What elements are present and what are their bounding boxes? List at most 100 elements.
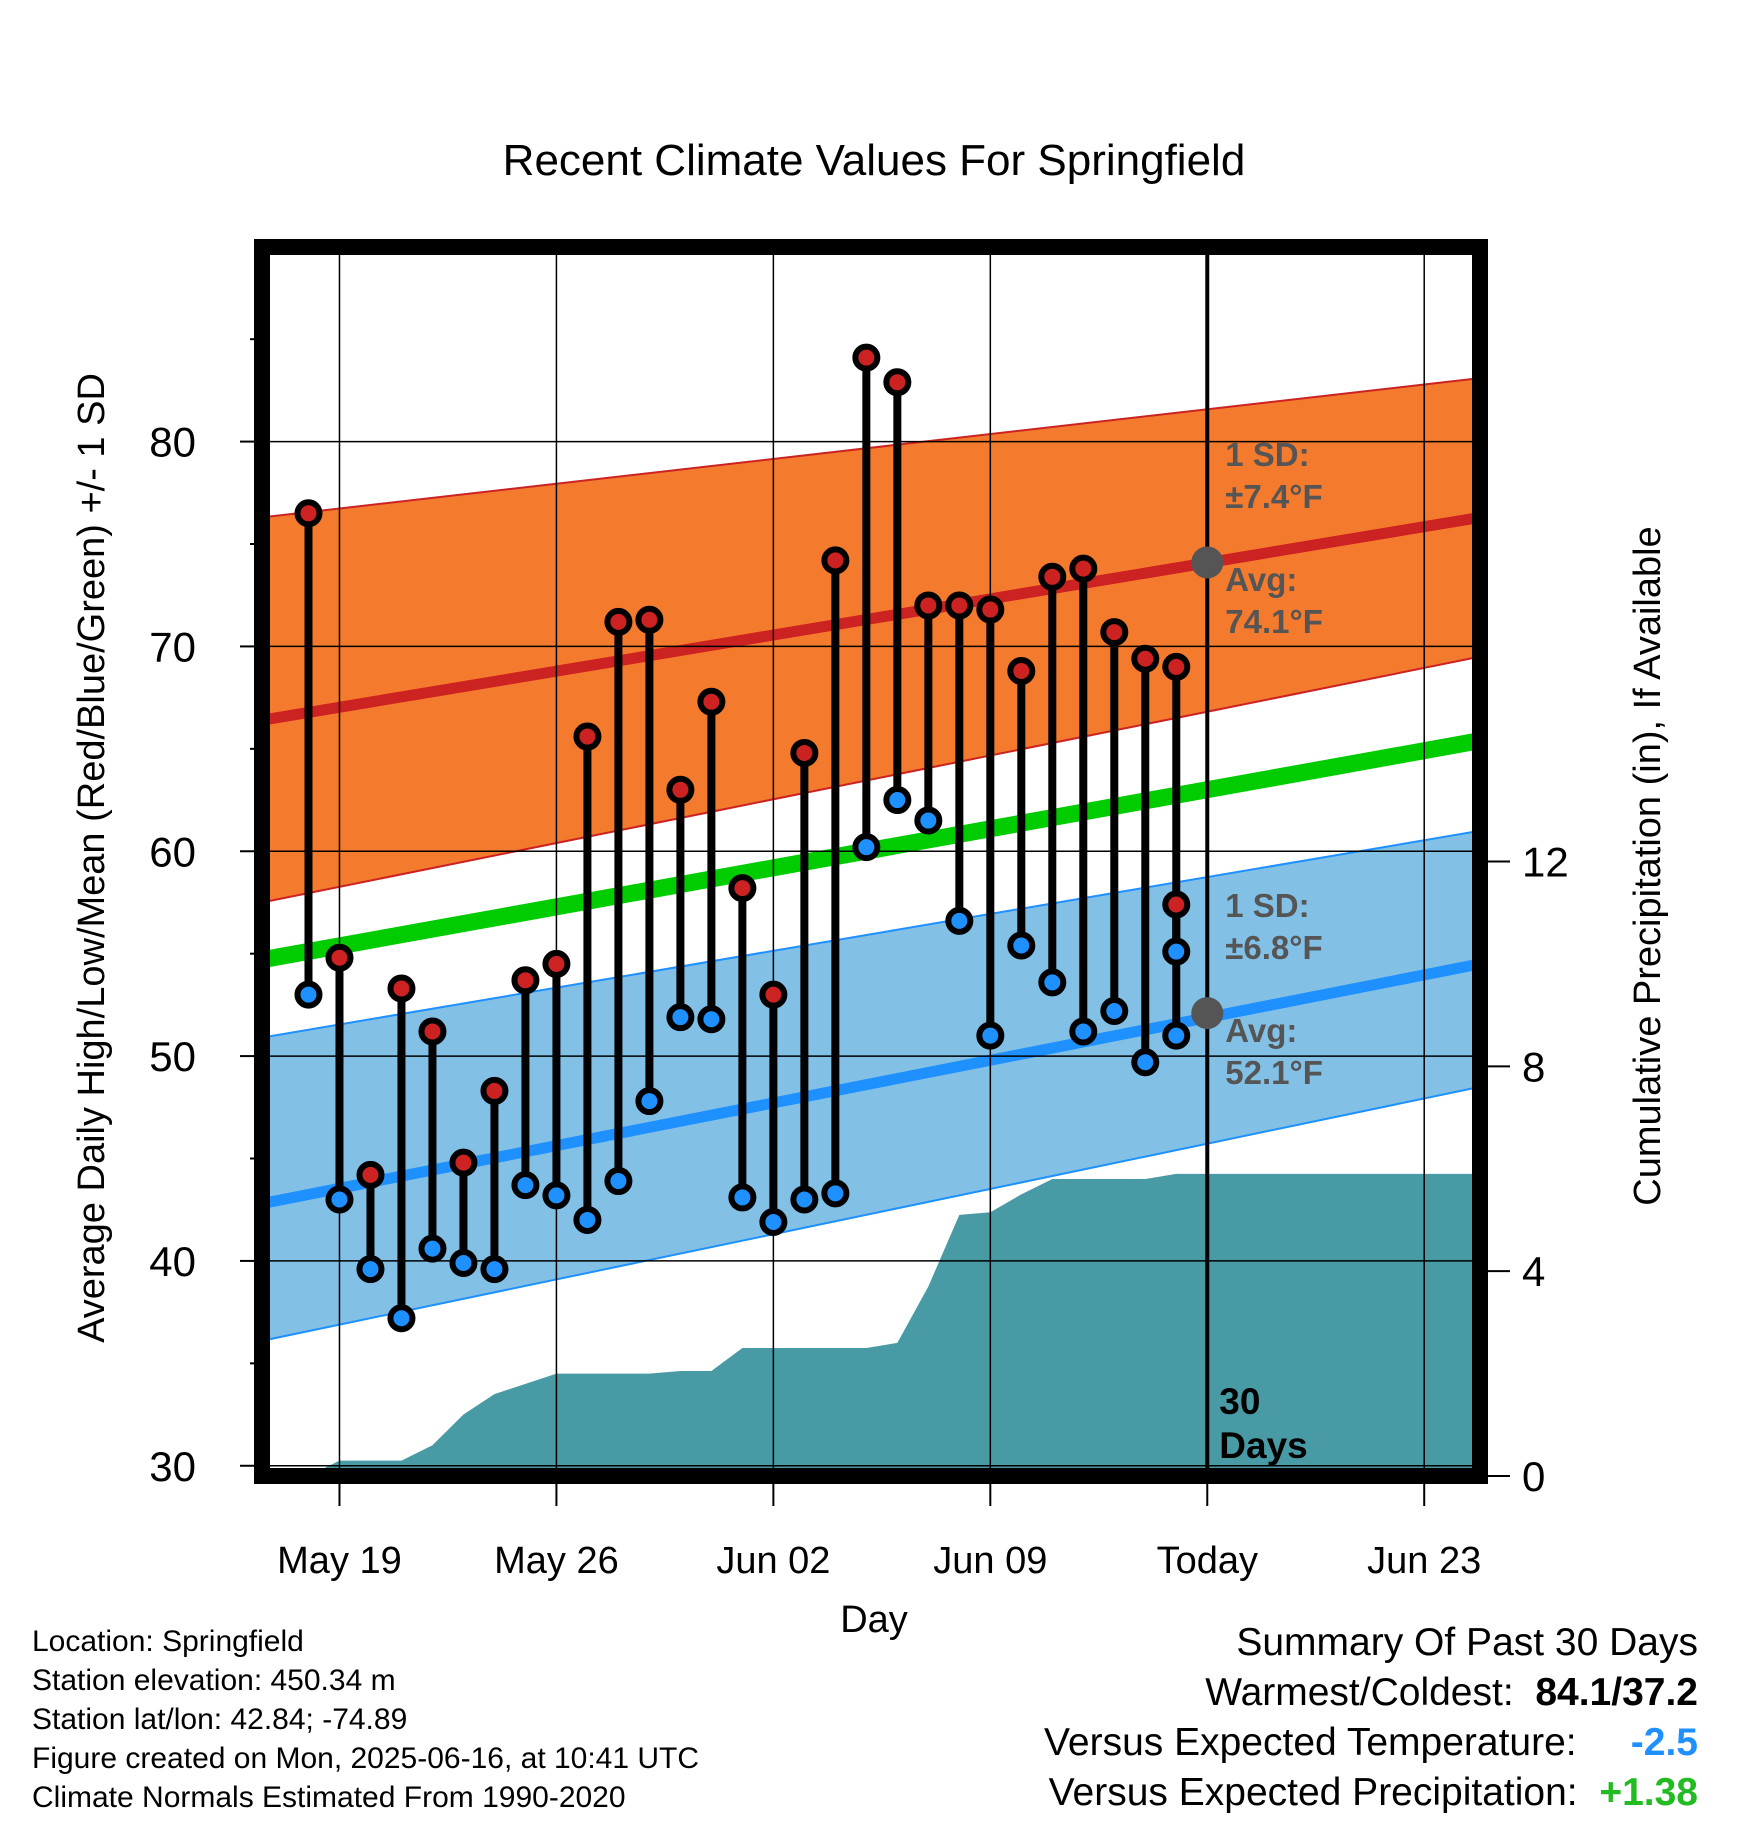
low-point bbox=[759, 1208, 788, 1237]
created-text: Figure created on Mon, 2025-06-16, at 10… bbox=[32, 1742, 700, 1775]
high-point bbox=[511, 966, 540, 995]
high-avg-label: Avg: bbox=[1225, 561, 1297, 598]
y-tick-label: 80 bbox=[149, 419, 196, 466]
low-point bbox=[418, 1234, 447, 1263]
precip-value: +1.38 bbox=[1599, 1771, 1698, 1814]
low-point bbox=[294, 980, 323, 1009]
elevation-text: Station elevation: 450.34 m bbox=[32, 1664, 396, 1697]
today-high-avg-marker bbox=[1191, 546, 1224, 579]
low-point bbox=[573, 1205, 602, 1234]
low-point bbox=[480, 1255, 509, 1284]
high-sd-value: ±7.4°F bbox=[1225, 478, 1322, 515]
high-point bbox=[1038, 562, 1067, 591]
high-point bbox=[1069, 554, 1098, 583]
y2-tick-label: 8 bbox=[1522, 1043, 1545, 1090]
high-point bbox=[790, 738, 819, 767]
location-text: Location: Springfield bbox=[32, 1625, 304, 1658]
low-point bbox=[976, 1021, 1005, 1050]
low-point bbox=[821, 1179, 850, 1208]
x-tick-label: Jun 23 bbox=[1367, 1540, 1481, 1582]
high-normal-line bbox=[262, 511, 1480, 726]
low-point bbox=[1038, 968, 1067, 997]
low-point bbox=[666, 1003, 695, 1032]
high-sd-band bbox=[262, 377, 1480, 904]
x-tick-label: May 19 bbox=[277, 1540, 402, 1582]
low-point bbox=[449, 1248, 478, 1277]
x-tick-label: Jun 02 bbox=[716, 1540, 830, 1582]
y2-tick-label: 4 bbox=[1522, 1248, 1545, 1295]
high-point bbox=[356, 1160, 385, 1189]
warm-cold-value: 84.1/37.2 bbox=[1535, 1671, 1698, 1714]
high-point bbox=[604, 607, 633, 636]
precip-label: Versus Expected Precipitation: bbox=[1048, 1771, 1578, 1814]
high-point bbox=[1162, 652, 1191, 681]
summary-temp: Versus Expected Temperature: -2.5 bbox=[1044, 1718, 1698, 1768]
high-point bbox=[728, 874, 757, 903]
high-point bbox=[325, 943, 354, 972]
y-tick-label: 30 bbox=[149, 1443, 196, 1490]
low-point bbox=[635, 1087, 664, 1116]
low-point bbox=[542, 1181, 571, 1210]
y2-tick-label: 12 bbox=[1522, 839, 1569, 886]
low-point bbox=[914, 806, 943, 835]
temp-value: -2.5 bbox=[1630, 1721, 1698, 1764]
y-tick-label: 60 bbox=[149, 828, 196, 875]
low-point bbox=[697, 1005, 726, 1034]
summary-title: Summary Of Past 30 Days bbox=[1236, 1621, 1698, 1664]
high-point bbox=[1162, 890, 1191, 919]
high-point bbox=[573, 722, 602, 751]
low-point bbox=[945, 906, 974, 935]
high-point bbox=[542, 949, 571, 978]
low-point bbox=[852, 833, 881, 862]
summary-precip: Versus Expected Precipitation: +1.38 bbox=[1044, 1768, 1698, 1818]
low-avg-label: Avg: bbox=[1225, 1012, 1297, 1049]
high-point bbox=[449, 1148, 478, 1177]
high-point bbox=[945, 591, 974, 620]
y-tick-label: 40 bbox=[149, 1238, 196, 1285]
x-tick-label: Today bbox=[1157, 1540, 1258, 1582]
high-point bbox=[821, 546, 850, 575]
x-tick-label: Jun 09 bbox=[933, 1540, 1047, 1582]
summary-panel: Summary Of Past 30 Days Warmest/Coldest:… bbox=[1044, 1618, 1698, 1818]
low-sd-label: 1 SD: bbox=[1225, 887, 1309, 924]
chart-title: Recent Climate Values For Springfield bbox=[503, 136, 1246, 185]
high-avg-value: 74.1°F bbox=[1225, 603, 1323, 640]
high-point bbox=[666, 775, 695, 804]
low-point bbox=[883, 786, 912, 815]
y-axis-label: Average Daily High/Low/Mean (Red/Blue/Gr… bbox=[71, 373, 113, 1343]
high-point bbox=[976, 595, 1005, 624]
x-tick-label: May 26 bbox=[494, 1540, 619, 1582]
high-point bbox=[1007, 657, 1036, 686]
low-point bbox=[1069, 1017, 1098, 1046]
plot-frame bbox=[254, 239, 1488, 1484]
low-point bbox=[1162, 937, 1191, 966]
station-info: Location: Springfield Station elevation:… bbox=[32, 1622, 699, 1817]
high-sd-label: 1 SD: bbox=[1225, 436, 1309, 473]
low-point bbox=[511, 1171, 540, 1200]
high-point bbox=[759, 980, 788, 1009]
y-tick-label: 50 bbox=[149, 1033, 196, 1080]
low-avg-value: 52.1°F bbox=[1225, 1054, 1323, 1091]
plot-inner: 1 SD: ±7.4°F Avg: 74.1°F 1 SD: ±6.8°F Avg: 52.1… bbox=[262, 247, 1480, 1476]
low-point bbox=[1007, 931, 1036, 960]
high-point bbox=[697, 687, 726, 716]
high-point bbox=[294, 499, 323, 528]
high-point bbox=[883, 368, 912, 397]
high-point bbox=[1100, 618, 1129, 647]
high-point bbox=[387, 974, 416, 1003]
summary-warm-cold: Warmest/Coldest: 84.1/37.2 bbox=[1044, 1668, 1698, 1718]
low-point bbox=[790, 1185, 819, 1214]
high-point bbox=[852, 343, 881, 372]
low-point bbox=[1162, 1021, 1191, 1050]
x-axis-label: Day bbox=[840, 1599, 908, 1641]
high-point bbox=[914, 591, 943, 620]
high-point bbox=[480, 1076, 509, 1105]
latlon-text: Station lat/lon: 42.84; -74.89 bbox=[32, 1703, 408, 1736]
y-tick-label: 70 bbox=[149, 623, 196, 670]
plot-area: 1 SD: ±7.4°F Avg: 74.1°F 1 SD: ±6.8°F Avg: 52.1… bbox=[149, 239, 1569, 1582]
y2-tick-label: 0 bbox=[1522, 1453, 1545, 1500]
low-point bbox=[728, 1183, 757, 1212]
normals-text: Climate Normals Estimated From 1990-2020 bbox=[32, 1781, 626, 1814]
warm-cold-label: Warmest/Coldest: bbox=[1205, 1671, 1514, 1714]
